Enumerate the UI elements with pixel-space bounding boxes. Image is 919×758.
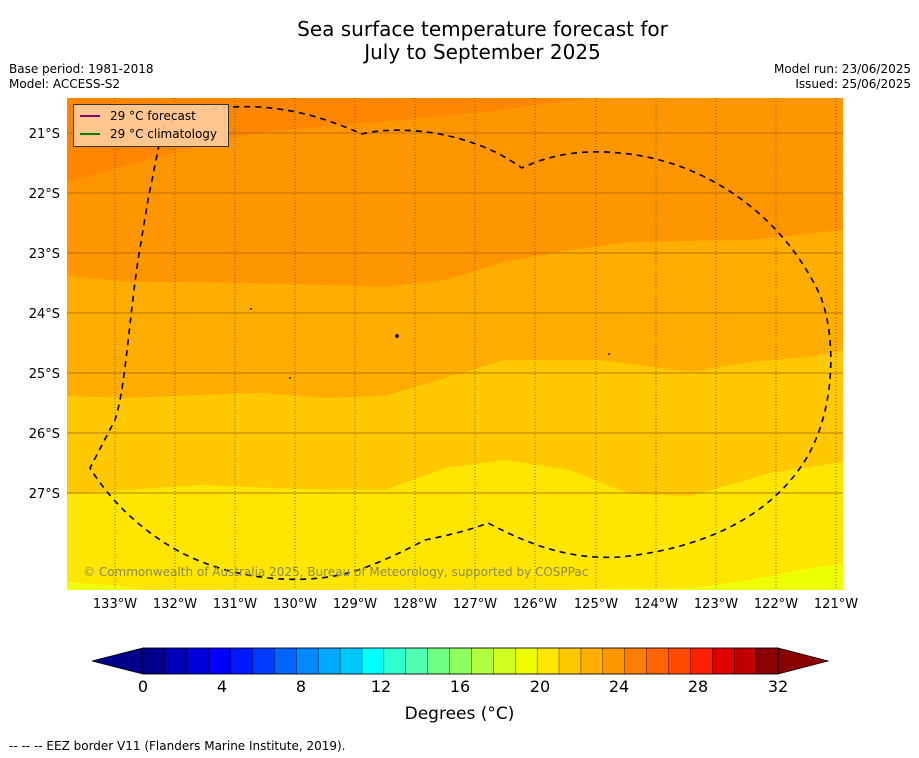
lat-label: 21°S <box>28 127 60 142</box>
eez-border <box>89 105 832 581</box>
colorbar-step <box>624 647 648 675</box>
climatology-line-swatch <box>80 133 100 135</box>
colorbar-step <box>602 647 626 675</box>
islands <box>250 308 610 379</box>
colorbar-step <box>734 647 757 675</box>
legend-forecast-label: 29 °C forecast <box>110 109 196 123</box>
colorbar-step <box>755 647 779 675</box>
sst-map <box>67 98 843 590</box>
colorbar-step <box>558 647 582 675</box>
copyright-credit: © Commonwealth of Australia 2025, Bureau… <box>83 565 589 579</box>
lon-label: 121°W <box>813 597 859 612</box>
colorbar-steps <box>142 647 779 675</box>
colorbar-step <box>230 647 254 675</box>
model-info: Base period: 1981-2018 Model: ACCESS-S2 <box>9 62 154 92</box>
lat-label: 26°S <box>28 427 60 442</box>
title-line-1: Sea surface temperature forecast for <box>297 17 668 41</box>
lon-label: 130°W <box>272 597 318 612</box>
colorbar-step <box>186 647 210 675</box>
chart-title: Sea surface temperature forecast for Jul… <box>0 18 919 64</box>
colorbar-step <box>580 647 604 675</box>
colorbar-step <box>712 647 735 675</box>
colorbar-step <box>383 647 407 675</box>
legend-forecast: 29 °C forecast <box>80 108 196 124</box>
model-run-date: Model run: 23/06/2025 <box>773 62 911 76</box>
colorbar-step <box>449 647 473 675</box>
legend-climatology-label: 29 °C climatology <box>110 127 218 141</box>
sst-band-21-22 <box>67 98 843 287</box>
colorbar-step <box>646 647 670 675</box>
lat-label: 22°S <box>28 187 60 202</box>
colorbar-tick: 28 <box>687 677 709 696</box>
colorbar-tick: 4 <box>216 677 228 696</box>
lat-label: 24°S <box>28 307 60 322</box>
eez-footnote: -- -- -- EEZ border V11 (Flanders Marine… <box>9 739 346 753</box>
colorbar-step <box>536 647 560 675</box>
colorbar-step <box>317 647 341 675</box>
sst-band-south-edge <box>570 564 843 590</box>
run-info: Model run: 23/06/2025 Issued: 25/06/2025 <box>774 62 911 92</box>
colorbar-high-extension <box>777 647 830 675</box>
colorbar-step <box>252 647 276 675</box>
colorbar-step <box>164 647 188 675</box>
lon-label: 127°W <box>452 597 498 612</box>
colorbar-tick: 32 <box>767 677 789 696</box>
colorbar-step <box>427 647 451 675</box>
colorbar-label: Degrees (°C) <box>404 704 515 724</box>
colorbar-step <box>471 647 495 675</box>
forecast-line-swatch <box>80 115 100 117</box>
colorbar-step <box>208 647 232 675</box>
lon-label: 132°W <box>152 597 198 612</box>
colorbar-step <box>690 647 714 675</box>
sst-band-south-west-edge <box>67 582 140 590</box>
lon-label: 125°W <box>573 597 619 612</box>
colorbar-step <box>296 647 319 675</box>
title-line-2: July to September 2025 <box>364 40 601 64</box>
lon-label: 129°W <box>332 597 378 612</box>
lat-label: 23°S <box>28 247 60 262</box>
lon-label: 133°W <box>92 597 138 612</box>
colorbar-step <box>274 647 297 675</box>
colorbar-step <box>339 647 363 675</box>
colorbar-step <box>493 647 516 675</box>
colorbar-tick: 16 <box>449 677 471 696</box>
lon-label: 126°W <box>512 597 558 612</box>
lat-label: 27°S <box>28 487 60 502</box>
colorbar-tick: 8 <box>295 677 307 696</box>
colorbar-tick: 0 <box>137 677 149 696</box>
lon-label: 128°W <box>392 597 438 612</box>
legend-climatology: 29 °C climatology <box>80 126 217 142</box>
colorbar-step <box>405 647 429 675</box>
base-period: Base period: 1981-2018 <box>9 62 154 76</box>
colorbar-step <box>515 647 538 675</box>
colorbar-tick: 24 <box>608 677 630 696</box>
colorbar-step <box>668 647 692 675</box>
lon-label: 124°W <box>633 597 679 612</box>
colorbar-step <box>361 647 385 675</box>
lon-label: 131°W <box>212 597 258 612</box>
lat-label: 25°S <box>28 367 60 382</box>
colorbar-low-extension <box>91 647 144 675</box>
colorbar <box>91 647 830 675</box>
colorbar-frame <box>142 647 779 675</box>
colorbar-tick: 12 <box>370 677 392 696</box>
colorbar-step <box>142 647 166 675</box>
model-name: Model: ACCESS-S2 <box>9 77 121 91</box>
map-legend: 29 °C forecast 29 °C climatology <box>73 104 229 147</box>
lon-label: 122°W <box>753 597 799 612</box>
colorbar-tick: 20 <box>529 677 551 696</box>
issued-date: Issued: 25/06/2025 <box>795 77 911 91</box>
lon-label: 123°W <box>693 597 739 612</box>
graticule <box>114 98 837 590</box>
